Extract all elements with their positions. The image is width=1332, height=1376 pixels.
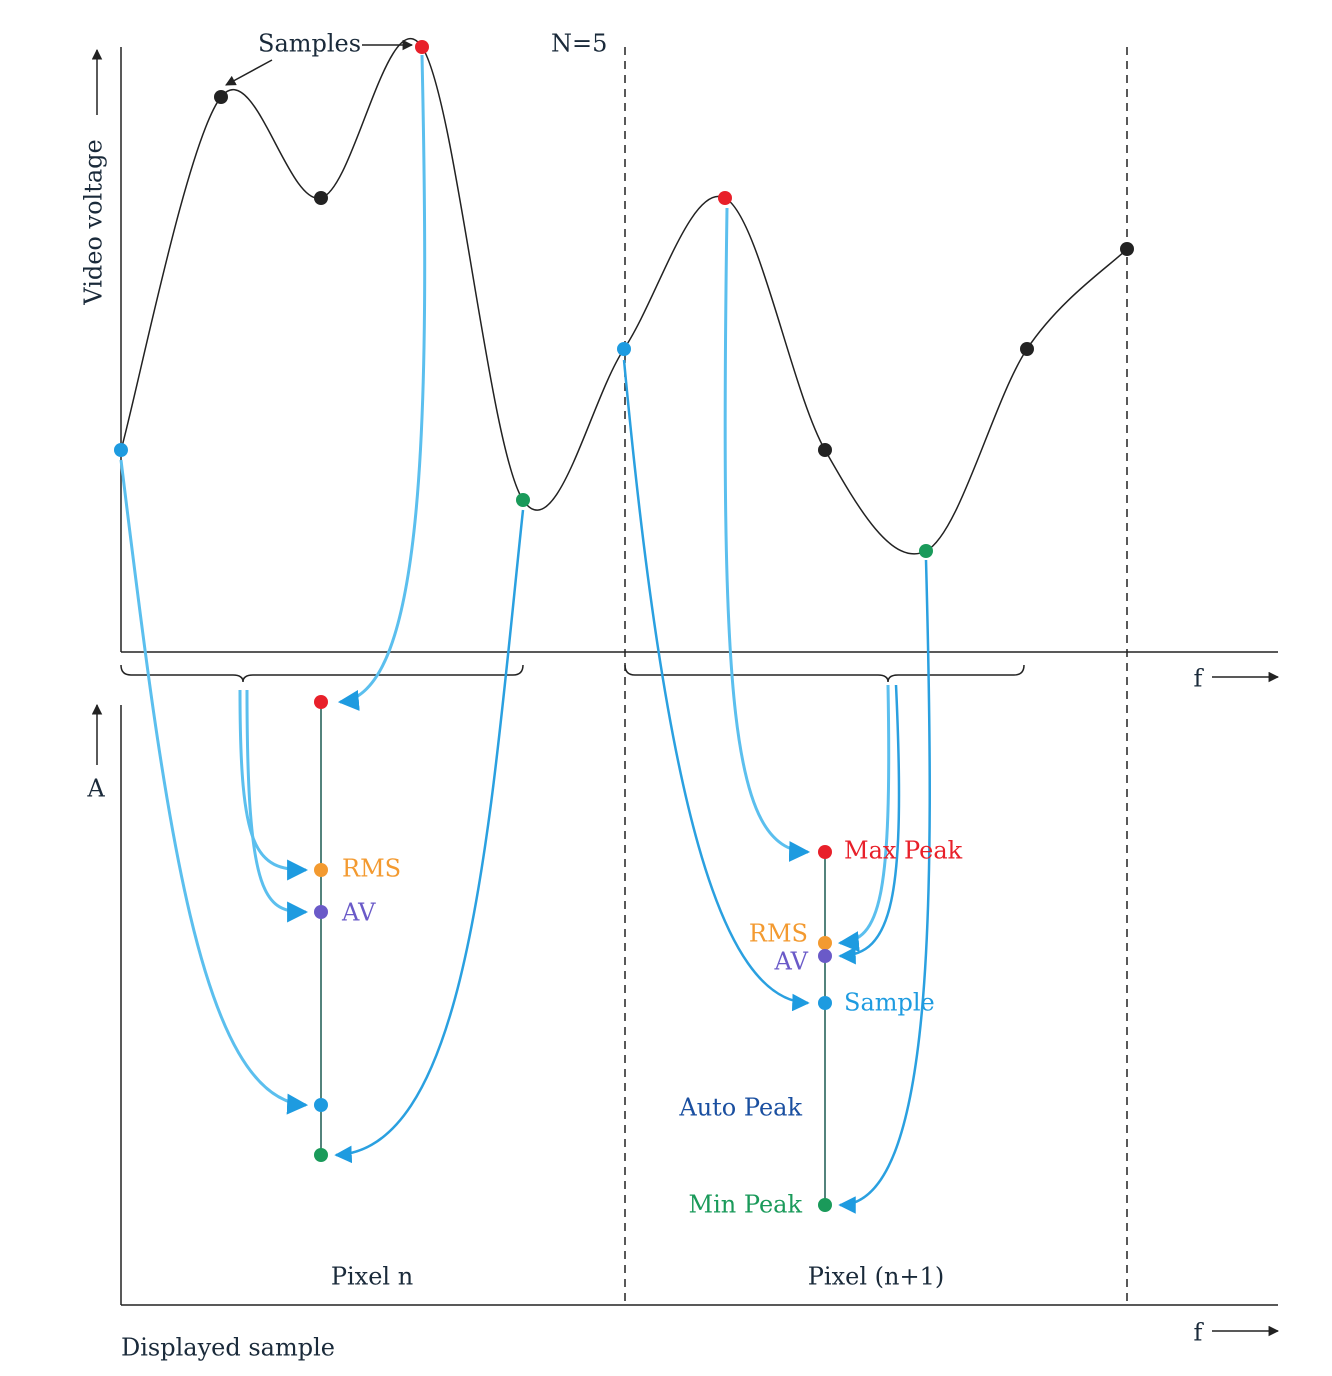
sample-dot (314, 1098, 328, 1112)
sample-dot (314, 1148, 328, 1162)
detector-label: Max Peak (844, 837, 963, 865)
sample-dot (818, 845, 832, 859)
detector-label: RMS (749, 920, 808, 948)
dots (114, 40, 1134, 1212)
sample-dot (818, 949, 832, 963)
signal-curve (120, 37, 1128, 555)
sample-dot (919, 544, 933, 558)
pixel-label: Pixel (n+1) (808, 1263, 944, 1291)
sample-dot (617, 342, 631, 356)
sample-dot (415, 40, 429, 54)
sample-dot (314, 191, 328, 205)
group-label: Auto Peak (678, 1094, 802, 1122)
sample-dot (1120, 242, 1134, 256)
sample-dot (516, 493, 530, 507)
detector-label: AV (774, 948, 809, 976)
sample-dot (214, 90, 228, 104)
detector-label: AV (341, 899, 376, 927)
annotation: Samples (258, 30, 361, 58)
sample-dot (818, 996, 832, 1010)
x-axis-label: f (1194, 665, 1205, 693)
mapping-arrows (119, 54, 931, 1214)
sample-dot (314, 905, 328, 919)
y-axis-label: Video voltage (80, 139, 108, 305)
y-axis-label: A (86, 775, 105, 803)
n-label: N=5 (551, 30, 607, 58)
brace (624, 664, 1025, 683)
sample-dot (114, 443, 128, 457)
axes (91, 39, 1280, 1337)
detector-label: RMS (342, 855, 401, 883)
detector-label: Sample (844, 989, 935, 1017)
sample-dot (818, 936, 832, 950)
sample-dot (818, 443, 832, 457)
sample-dot (818, 1198, 832, 1212)
x-axis-label: f (1194, 1319, 1205, 1347)
pixel-label: Pixel n (331, 1263, 413, 1291)
sample-dot (314, 695, 328, 709)
sample-dot (314, 863, 328, 877)
detector-label: Min Peak (689, 1191, 803, 1219)
brace (120, 664, 524, 683)
sample-dot (718, 191, 732, 205)
footer: Displayed sample (121, 1334, 335, 1362)
sample-dot (1020, 342, 1034, 356)
